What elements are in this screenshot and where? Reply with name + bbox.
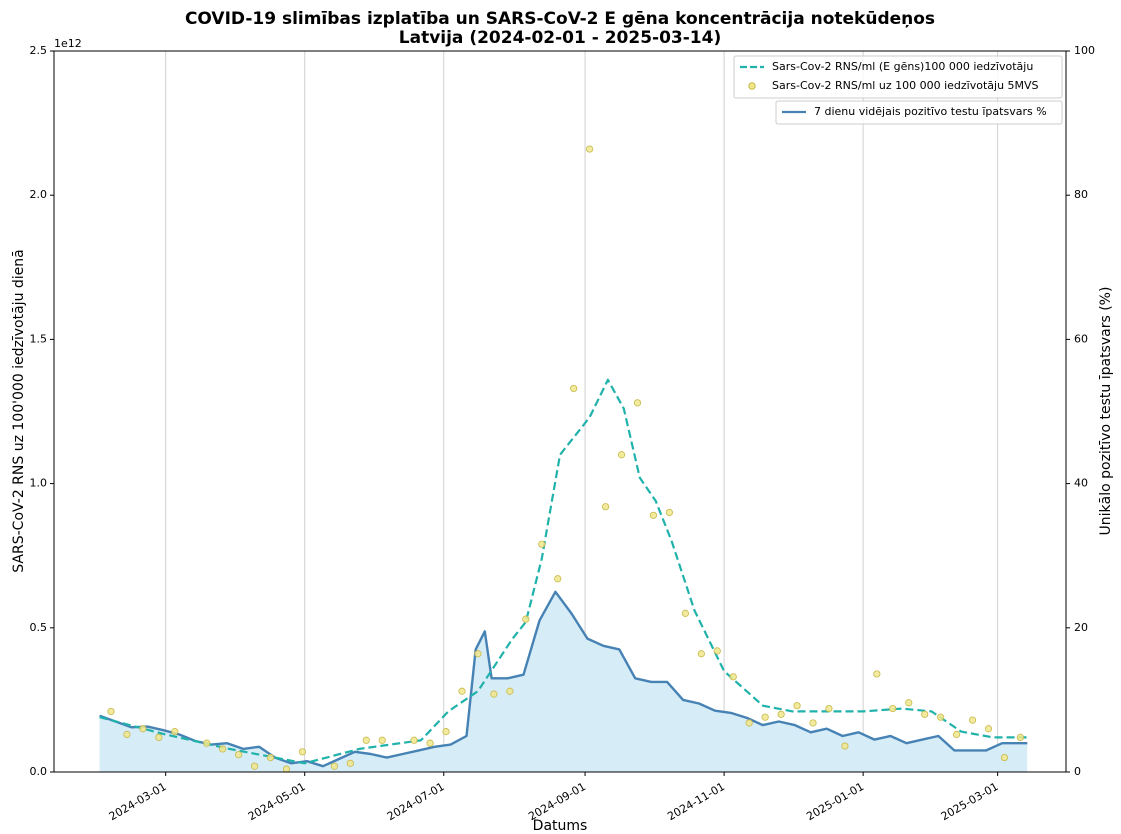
point — [250, 762, 259, 770]
x-tick-label: 2025-03-01 — [939, 780, 1001, 823]
y-tick-label: 2.0 — [30, 188, 48, 201]
point — [745, 719, 753, 727]
point — [474, 650, 482, 658]
point — [155, 733, 163, 741]
point — [171, 728, 179, 736]
point — [235, 751, 243, 759]
line — [99, 590, 1028, 768]
line — [99, 378, 1028, 765]
point — [952, 730, 961, 739]
point — [697, 650, 705, 658]
legend-label: 7 dienu vidējais pozitīvo testu īpatsvar… — [814, 105, 1047, 118]
point — [570, 384, 578, 393]
point — [346, 759, 354, 767]
point — [729, 673, 737, 681]
point — [219, 745, 227, 753]
point — [841, 742, 849, 750]
y-axis-label: SARS-CoV-2 RNS uz 100'000 iedzīvotāju di… — [11, 249, 27, 572]
x-tick-label: 2024-11-01 — [665, 780, 727, 823]
point — [649, 511, 658, 519]
point — [554, 575, 562, 583]
y-tick-label: 2.5 — [30, 44, 48, 57]
point — [203, 739, 211, 747]
point — [426, 739, 434, 747]
x-tick-label: 2024-09-01 — [526, 780, 588, 823]
point — [761, 713, 769, 721]
point — [123, 730, 131, 739]
point — [1000, 753, 1009, 762]
x-tick-label: 2024-03-01 — [107, 780, 169, 823]
point — [968, 716, 977, 724]
point — [362, 736, 370, 744]
y2-tick-label: 60 — [1074, 332, 1088, 345]
y2-tick-label: 40 — [1074, 477, 1088, 490]
point — [458, 687, 466, 695]
point — [601, 503, 610, 511]
point — [633, 399, 642, 407]
point — [410, 736, 418, 744]
chart-title: COVID-19 slimības izplatība un SARS-CoV-… — [185, 9, 935, 29]
x-tick-label: 2024-07-01 — [385, 780, 447, 823]
y2-tick-label: 0 — [1074, 765, 1081, 778]
legend-label: Sars-Cov-2 RNS/ml uz 100 000 iedzīvotāju… — [772, 79, 1039, 92]
point — [809, 719, 817, 727]
point — [107, 707, 115, 716]
point — [442, 728, 450, 736]
point — [937, 713, 945, 721]
y-tick-label: 0.0 — [30, 765, 48, 778]
legend-marker — [748, 82, 756, 90]
area — [99, 591, 1028, 772]
point — [378, 736, 386, 744]
point — [873, 670, 881, 678]
x-tick-label: 2024-05-01 — [246, 780, 308, 823]
point — [1016, 733, 1025, 741]
y-offset-label: 1e12 — [54, 37, 82, 50]
point — [586, 145, 594, 153]
point — [490, 690, 498, 698]
point — [825, 704, 833, 713]
point — [538, 540, 546, 548]
x-tick-label: 2025-01-01 — [804, 780, 866, 823]
point — [984, 725, 993, 733]
y-tick-label: 1.5 — [30, 332, 48, 345]
point — [266, 753, 275, 762]
point — [617, 451, 626, 459]
y2-tick-label: 20 — [1074, 621, 1088, 634]
point — [506, 687, 514, 695]
point — [921, 710, 929, 718]
point — [522, 615, 530, 623]
point — [777, 710, 785, 718]
y-tick-label: 1.0 — [30, 477, 48, 490]
plot-area — [99, 51, 1028, 773]
point — [905, 699, 913, 707]
chart-title: Latvija (2024-02-01 - 2025-03-14) — [399, 28, 721, 48]
point — [713, 647, 721, 655]
plot-frame — [53, 50, 1067, 773]
y2-tick-label: 80 — [1074, 188, 1088, 201]
point — [282, 765, 291, 773]
legend-box — [775, 100, 1063, 125]
y-tick-label: 0.5 — [30, 621, 48, 634]
point — [139, 725, 147, 733]
point — [681, 609, 689, 617]
point — [330, 762, 338, 770]
point — [889, 704, 897, 713]
point — [793, 702, 801, 710]
y2-tick-label: 100 — [1074, 44, 1095, 57]
point — [298, 748, 307, 756]
point — [665, 508, 674, 517]
y2-axis-label: Unikālo pozitīvo testu īpatsvars (%) — [1098, 287, 1114, 536]
legend-label: Sars-Cov-2 RNS/ml (E gēns)100 000 iedzīv… — [772, 60, 1033, 73]
x-axis-label: Datums — [533, 818, 588, 834]
legend-box — [733, 55, 1063, 99]
